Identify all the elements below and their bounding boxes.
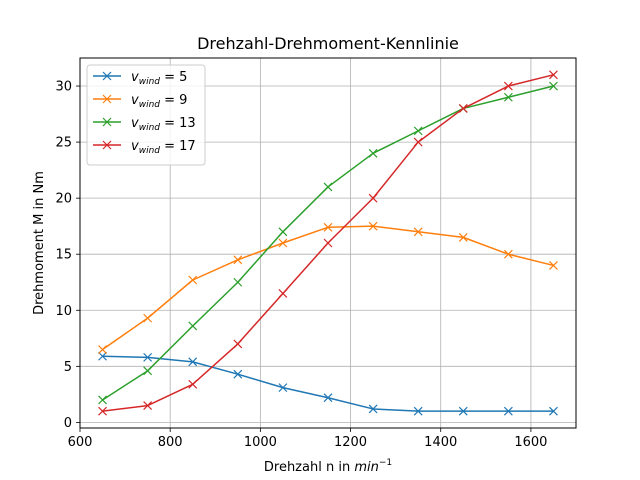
- data-point-marker: [188, 357, 198, 367]
- data-point-marker: [98, 345, 107, 354]
- legend-marker: [102, 117, 112, 127]
- x-tick-label: 600: [68, 435, 93, 450]
- data-point-marker: [323, 222, 333, 232]
- data-point-marker: [188, 379, 198, 389]
- data-point-marker: [458, 406, 468, 416]
- grid: [79, 58, 576, 428]
- y-tick-label: 5: [64, 360, 72, 375]
- data-point-marker: [233, 277, 243, 287]
- data-point-marker: [233, 339, 243, 349]
- x-tick-label: 1600: [514, 435, 547, 450]
- data-point-marker: [503, 92, 513, 102]
- legend-label: vwind = 17: [131, 139, 196, 156]
- legend-label: vwind = 5: [131, 70, 187, 87]
- data-point-marker: [278, 227, 288, 237]
- data-point-marker: [233, 255, 243, 265]
- legend-item: vwind = 9: [93, 93, 187, 110]
- data-point-marker: [549, 406, 558, 416]
- legend-label: vwind = 13: [131, 116, 196, 133]
- legend-marker: [102, 140, 112, 150]
- y-tick-label: 0: [64, 416, 72, 431]
- data-point-marker: [143, 401, 153, 411]
- data-point-marker: [188, 321, 198, 331]
- x-tick-label: 800: [158, 435, 183, 450]
- data-point-marker: [413, 137, 423, 147]
- data-point-marker: [98, 406, 107, 416]
- data-point-marker: [549, 81, 558, 91]
- data-point-marker: [323, 393, 333, 403]
- data-point-marker: [278, 383, 288, 393]
- data-point-marker: [98, 395, 107, 405]
- data-point-marker: [368, 404, 378, 414]
- data-point-marker: [368, 193, 378, 203]
- data-point-marker: [143, 313, 153, 323]
- data-point-marker: [458, 232, 468, 242]
- legend: vwind = 5 vwind = 9 vwind = 13 vwind = 17: [86, 64, 206, 166]
- data-point-marker: [413, 126, 423, 136]
- series-4: [98, 70, 558, 416]
- data-point-marker: [278, 238, 288, 248]
- plot-frame: [79, 57, 577, 429]
- y-tick-label: 10: [55, 304, 72, 319]
- data-point-marker: [323, 238, 333, 248]
- data-point-marker: [98, 351, 107, 361]
- legend-item: vwind = 17: [93, 139, 196, 156]
- legend-label: vwind = 9: [131, 93, 187, 110]
- data-point-marker: [458, 104, 468, 113]
- y-tick-label: 20: [55, 192, 72, 207]
- data-point-marker: [503, 81, 513, 91]
- y-tick-label: 25: [55, 136, 72, 151]
- data-point-marker: [143, 366, 153, 376]
- x-axis-label: Drehzahl n in min−1: [264, 458, 392, 475]
- data-point-marker: [368, 221, 378, 231]
- data-point-marker: [413, 406, 423, 416]
- data-point-marker: [413, 227, 423, 237]
- chart-title: Drehzahl-Drehmoment-Kennlinie: [197, 34, 459, 53]
- x-tick-label: 1400: [424, 435, 457, 450]
- legend-item: vwind = 5: [93, 70, 187, 87]
- axis-ticks: 600 800 1000 1200 1400 1600 0 5 10 15 20 25 30: [55, 80, 547, 450]
- series-1: [98, 351, 558, 416]
- x-tick-label: 1000: [244, 435, 277, 450]
- x-tick-label: 1200: [334, 435, 367, 450]
- series-3: [98, 81, 558, 405]
- data-point-marker: [503, 406, 513, 416]
- legend-marker: [102, 94, 112, 104]
- data-point-marker: [323, 182, 333, 192]
- data-point-marker: [368, 148, 378, 158]
- data-point-marker: [549, 70, 558, 80]
- legend-marker: [102, 71, 112, 81]
- legend-box: [86, 64, 206, 166]
- data-point-marker: [143, 352, 153, 362]
- data-point-marker: [503, 249, 513, 259]
- series-2: [98, 221, 558, 354]
- y-tick-label: 30: [55, 80, 72, 95]
- data-point-marker: [233, 369, 243, 379]
- y-axis-label: Drehmoment M in Nm: [32, 171, 47, 315]
- y-tick-label: 15: [55, 248, 72, 263]
- data-point-marker: [549, 260, 558, 270]
- plot-series: [98, 70, 558, 416]
- legend-item: vwind = 13: [93, 116, 196, 133]
- data-point-marker: [188, 275, 198, 285]
- data-point-marker: [278, 289, 288, 298]
